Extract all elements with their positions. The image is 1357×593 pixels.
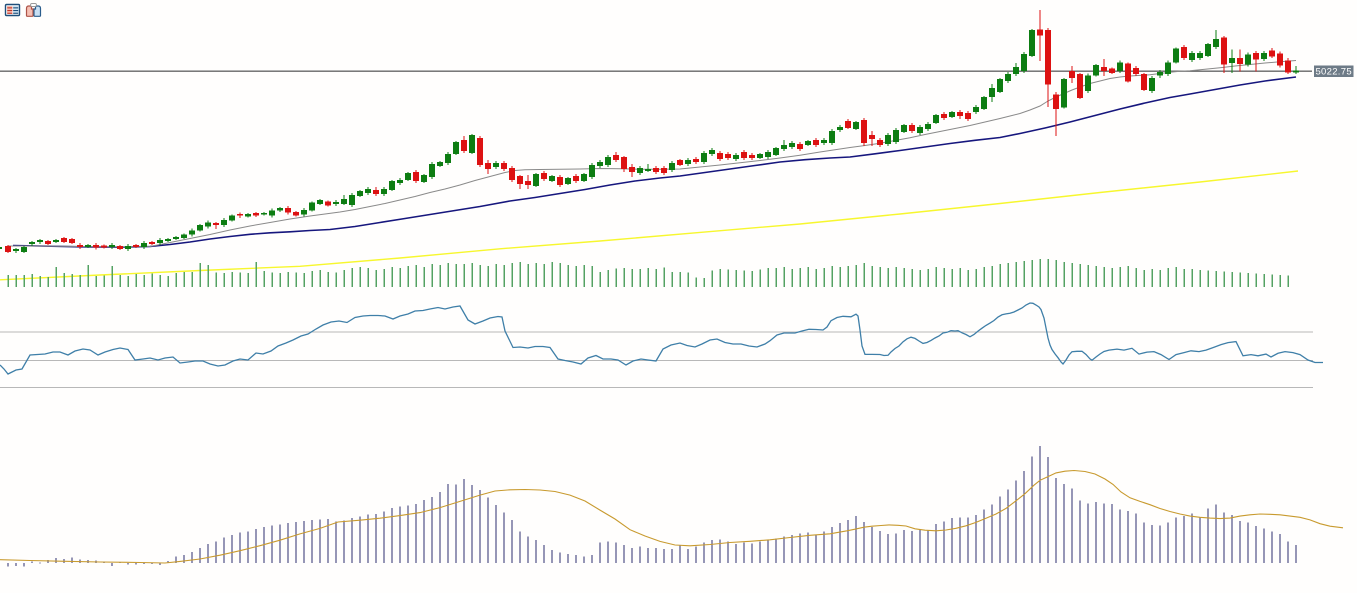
svg-text:5022.75: 5022.75: [1315, 67, 1351, 78]
